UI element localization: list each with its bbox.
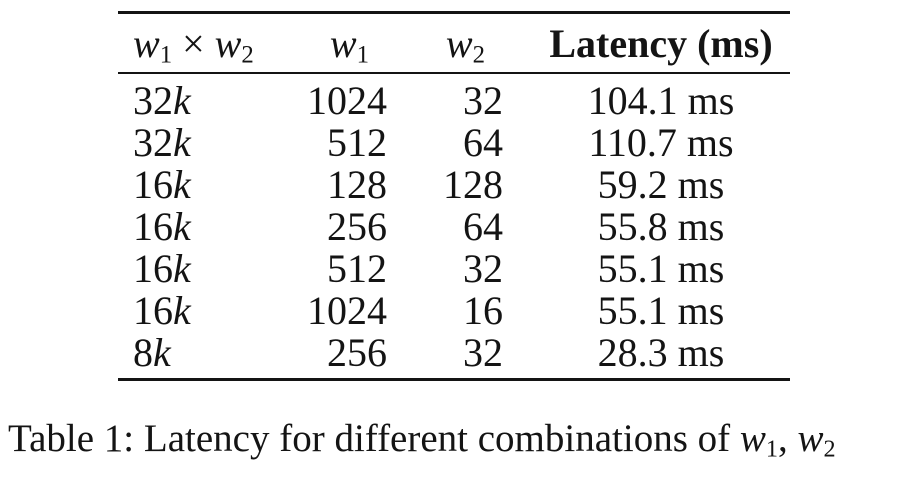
latency-table: w1 × w2 w1 w2 Latency (ms) 32k 1024 32 1…: [118, 11, 790, 381]
header-cell-w1xw2: w1 × w2: [133, 20, 254, 68]
cell-latency: 110.7 ms: [588, 120, 734, 165]
cell-w2: 128: [443, 162, 503, 207]
header-cell-latency: Latency (ms): [549, 20, 773, 66]
caption-separator: ,: [778, 417, 798, 460]
cell-latency: 55.1 ms: [597, 246, 725, 291]
header-cell-w2: w2: [445, 20, 485, 68]
cell-w1xw2: 16k: [133, 162, 191, 207]
table-row: 32k 1024 32 104.1 ms: [118, 80, 790, 122]
cell-w1: 256: [327, 204, 387, 249]
table-row: 8k 256 32 28.3 ms: [118, 332, 790, 374]
table-top-rule: [118, 11, 790, 14]
table-body: 32k 1024 32 104.1 ms 32k 512 64 110.7 ms…: [118, 74, 790, 378]
cell-w1xw2: 16k: [133, 204, 191, 249]
cell-latency: 59.2 ms: [597, 162, 725, 207]
table-row: 16k 128 128 59.2 ms: [118, 164, 790, 206]
cell-w1: 512: [327, 246, 387, 291]
table-header-row: w1 × w2 w1 w2 Latency (ms): [118, 14, 790, 72]
cell-w2: 32: [463, 246, 503, 291]
cell-w2: 64: [463, 204, 503, 249]
cell-w1xw2: 32k: [133, 120, 191, 165]
caption-math-w2: w2: [797, 417, 836, 463]
cell-w2: 32: [463, 330, 503, 375]
cell-w2: 64: [463, 120, 503, 165]
cell-w1xw2: 16k: [133, 246, 191, 291]
table-mid-rule: [118, 72, 790, 74]
cell-latency: 55.1 ms: [597, 288, 725, 333]
table-row: 32k 512 64 110.7 ms: [118, 122, 790, 164]
table-row: 16k 256 64 55.8 ms: [118, 206, 790, 248]
cell-latency: 55.8 ms: [597, 204, 725, 249]
table-row: 16k 512 32 55.1 ms: [118, 248, 790, 290]
cell-latency: 28.3 ms: [597, 330, 725, 375]
cell-w1xw2: 32k: [133, 78, 191, 123]
caption-text: Table 1: Latency for different combinati…: [8, 417, 740, 460]
cell-w1xw2: 8k: [133, 330, 171, 375]
cell-w2: 32: [463, 78, 503, 123]
cell-w2: 16: [463, 288, 503, 333]
table-bottom-rule: [118, 378, 790, 381]
cell-w1: 1024: [307, 78, 387, 123]
table-row: 16k 1024 16 55.1 ms: [118, 290, 790, 332]
table-caption: Table 1: Latency for different combinati…: [8, 415, 836, 463]
cell-latency: 104.1 ms: [587, 78, 735, 123]
cell-w1: 256: [327, 330, 387, 375]
header-cell-w1: w1: [329, 20, 369, 68]
cell-w1xw2: 16k: [133, 288, 191, 333]
cell-w1: 128: [327, 162, 387, 207]
cell-w1: 512: [327, 120, 387, 165]
caption-math-w1: w1: [739, 417, 778, 463]
cell-w1: 1024: [307, 288, 387, 333]
